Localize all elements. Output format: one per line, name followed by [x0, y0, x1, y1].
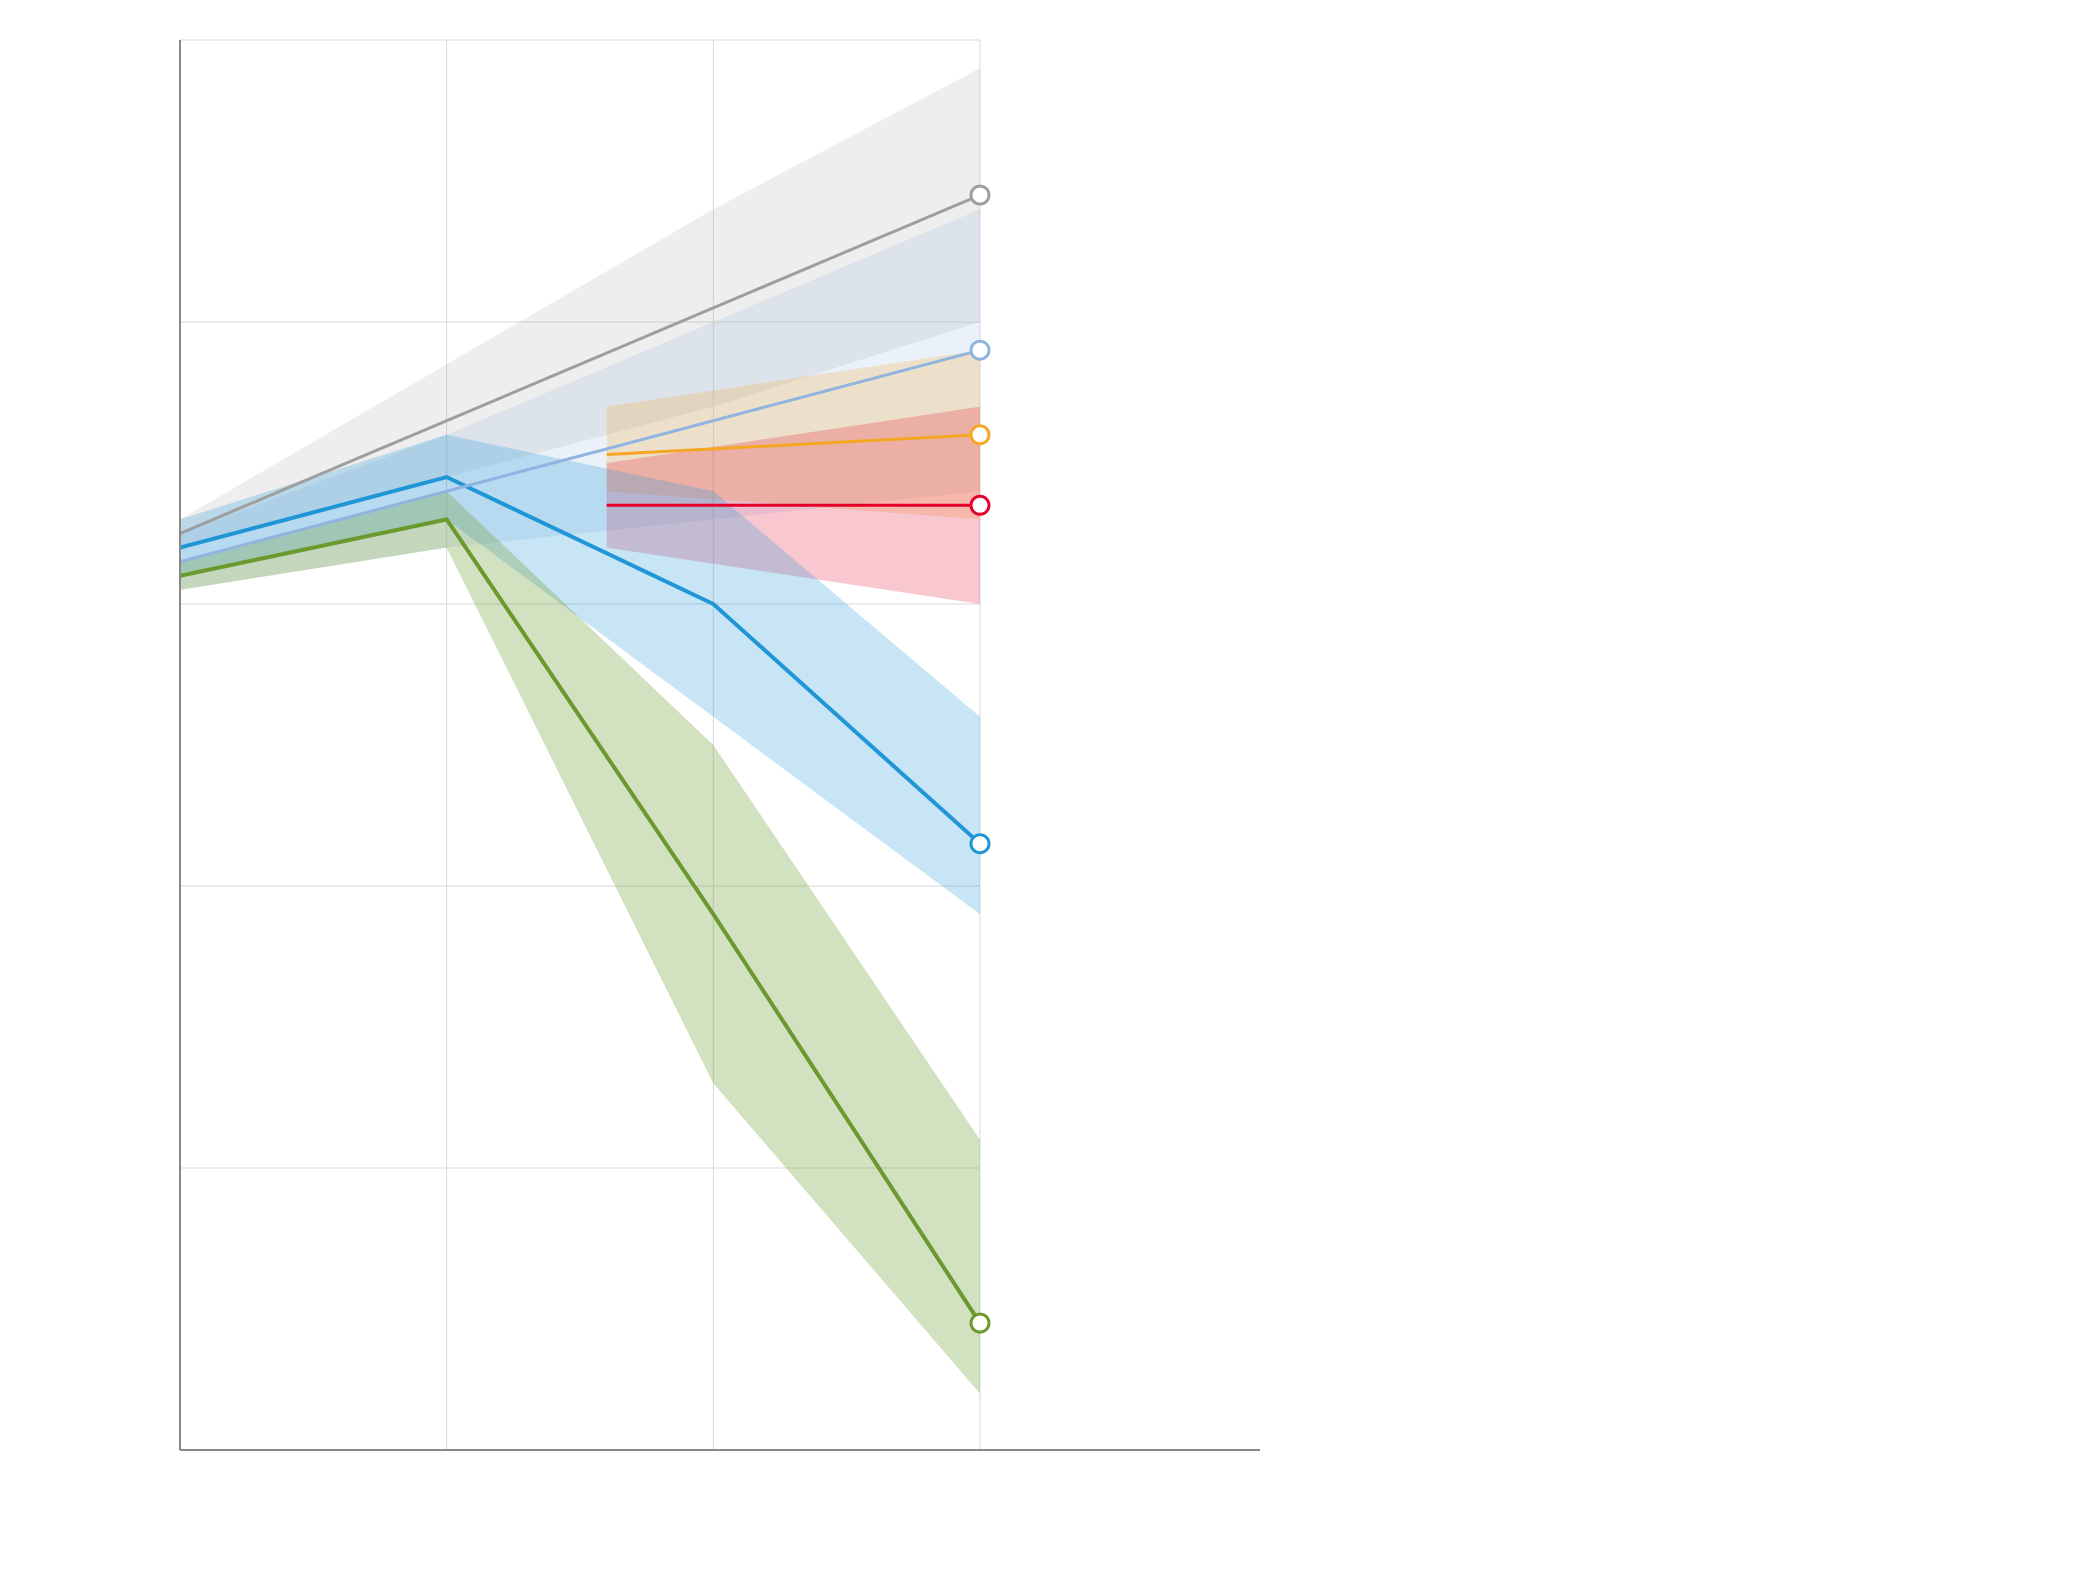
emissions-gap-chart — [0, 0, 2079, 1575]
series-end-marker — [971, 186, 989, 204]
series-end-marker — [971, 426, 989, 444]
series-end-marker — [971, 1314, 989, 1332]
chart-background — [0, 0, 2079, 1575]
series-end-marker — [971, 496, 989, 514]
series-end-marker — [971, 835, 989, 853]
series-end-marker — [971, 341, 989, 359]
